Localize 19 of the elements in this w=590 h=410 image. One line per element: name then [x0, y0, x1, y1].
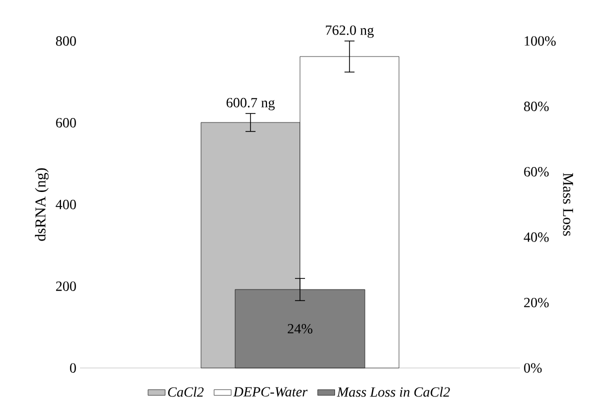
y2-tick-label: 0% — [524, 363, 542, 373]
data-label: 24% — [288, 324, 312, 334]
y2-axis-title: Mass Loss — [563, 173, 574, 236]
data-label: 762.0 ng — [326, 25, 374, 38]
y2-tick-label: 20% — [524, 298, 549, 308]
y2-tick-label: 80% — [524, 102, 549, 112]
y-tick-label: 0 — [70, 363, 76, 373]
legend-label: CaCl2 — [168, 386, 204, 397]
y-tick-label: 600 — [56, 118, 76, 128]
y2-tick-label: 40% — [524, 232, 549, 242]
y-axis-title: dsRNA (ng) — [34, 168, 49, 241]
y2-tick-label: 100% — [524, 36, 556, 46]
y-tick-label: 800 — [56, 36, 76, 46]
legend-label: DEPC-Water — [233, 387, 308, 397]
y2-tick-label: 60% — [524, 167, 549, 177]
y-tick-label: 200 — [56, 282, 76, 291]
data-label: 600.7 ng — [226, 98, 275, 110]
y-tick-label: 400 — [56, 200, 76, 210]
legend-label: Mass Loss in CaCl2 — [336, 386, 450, 397]
